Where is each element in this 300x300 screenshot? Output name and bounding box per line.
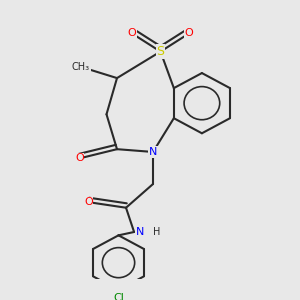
Text: O: O [84, 197, 93, 207]
Text: O: O [75, 153, 84, 164]
Text: O: O [184, 28, 194, 38]
Text: S: S [157, 45, 164, 58]
Text: CH₃: CH₃ [72, 62, 90, 72]
Text: N: N [149, 147, 157, 157]
Text: Cl: Cl [113, 293, 124, 300]
Text: H: H [153, 227, 160, 237]
Text: O: O [128, 28, 136, 38]
Text: N: N [136, 227, 144, 237]
